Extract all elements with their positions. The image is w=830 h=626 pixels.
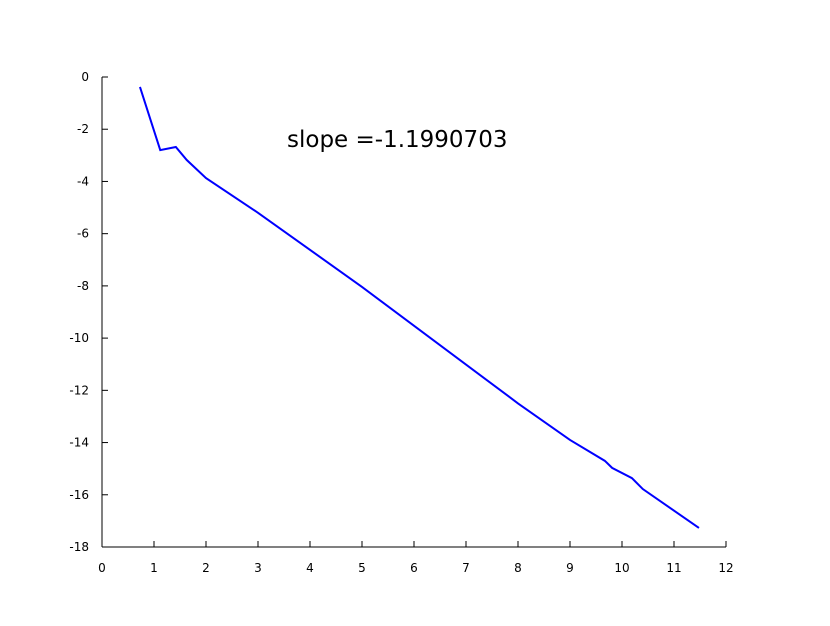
x-tick-label: 1 bbox=[150, 561, 158, 575]
annotation: slope =-1.1990703 bbox=[287, 127, 507, 153]
y-tick-label: -2 bbox=[77, 122, 89, 136]
x-tick-label: 8 bbox=[514, 561, 522, 575]
y-tick-label: -16 bbox=[69, 488, 89, 502]
y-tick-label: -10 bbox=[69, 331, 89, 345]
data-line bbox=[139, 86, 700, 529]
x-tick-label: 12 bbox=[718, 561, 733, 575]
x-tick-label: 3 bbox=[254, 561, 262, 575]
y-tick-label: -18 bbox=[69, 540, 89, 554]
y-tick-label: -4 bbox=[77, 174, 89, 188]
y-tick-label: -8 bbox=[77, 279, 89, 293]
x-tick-label: 5 bbox=[358, 561, 366, 575]
x-tick-label: 11 bbox=[666, 561, 681, 575]
x-tick-label: 7 bbox=[462, 561, 470, 575]
y-tick-label: -14 bbox=[69, 436, 89, 450]
x-tick-label: 4 bbox=[306, 561, 314, 575]
x-tick-label: 2 bbox=[202, 561, 210, 575]
x-tick-label: 6 bbox=[410, 561, 418, 575]
y-tick-label: 0 bbox=[81, 70, 89, 84]
x-tick-label: 9 bbox=[566, 561, 574, 575]
y-tick-label: -6 bbox=[77, 227, 89, 241]
x-tick-label: 10 bbox=[614, 561, 629, 575]
y-tick-label: -12 bbox=[69, 383, 89, 397]
x-tick-label: 0 bbox=[98, 561, 106, 575]
